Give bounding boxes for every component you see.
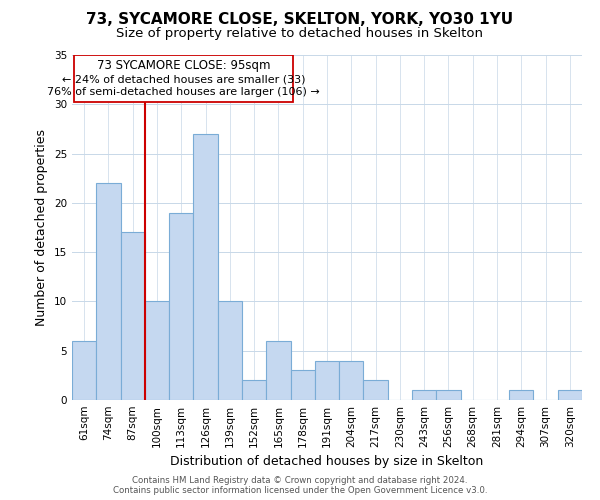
Bar [436, 390, 461, 400]
X-axis label: Distribution of detached houses by size in Skelton: Distribution of detached houses by size … [170, 456, 484, 468]
Text: 73, SYCAMORE CLOSE, SKELTON, YORK, YO30 1YU: 73, SYCAMORE CLOSE, SKELTON, YORK, YO30 … [86, 12, 514, 28]
Bar [96, 183, 121, 400]
Bar [558, 390, 582, 400]
Bar [364, 380, 388, 400]
Bar [121, 232, 145, 400]
Bar [218, 302, 242, 400]
Text: ← 24% of detached houses are smaller (33): ← 24% of detached houses are smaller (33… [62, 74, 305, 85]
Bar [412, 390, 436, 400]
Text: 76% of semi-detached houses are larger (106) →: 76% of semi-detached houses are larger (… [47, 88, 320, 98]
Bar [315, 360, 339, 400]
Bar [339, 360, 364, 400]
Bar [290, 370, 315, 400]
Text: Contains HM Land Registry data © Crown copyright and database right 2024.
Contai: Contains HM Land Registry data © Crown c… [113, 476, 487, 495]
Bar [266, 341, 290, 400]
Text: Size of property relative to detached houses in Skelton: Size of property relative to detached ho… [116, 28, 484, 40]
Bar [242, 380, 266, 400]
Bar [509, 390, 533, 400]
Bar [169, 212, 193, 400]
Y-axis label: Number of detached properties: Number of detached properties [35, 129, 49, 326]
Bar [193, 134, 218, 400]
Bar [72, 341, 96, 400]
Bar [74, 55, 293, 102]
Bar [145, 302, 169, 400]
Text: 73 SYCAMORE CLOSE: 95sqm: 73 SYCAMORE CLOSE: 95sqm [97, 60, 271, 72]
